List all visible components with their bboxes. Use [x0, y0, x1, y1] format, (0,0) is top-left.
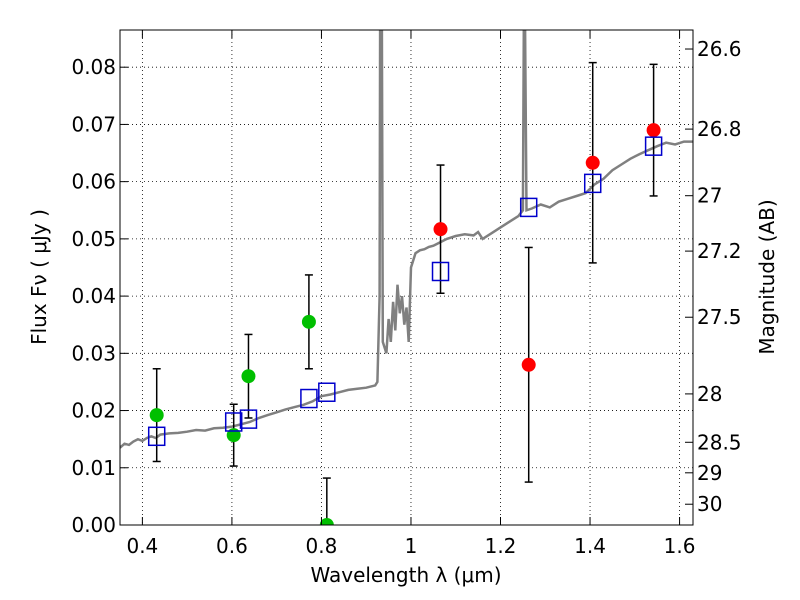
y-tick-label: 0.08: [71, 55, 116, 79]
y-tick-label: 0.02: [71, 399, 116, 423]
plot-series: [120, 30, 693, 525]
series-2: [433, 61, 661, 483]
model-flux-square: [318, 382, 336, 402]
model-flux-square: [583, 173, 602, 194]
model-flux-square: [224, 412, 243, 432]
photometry-point: [433, 222, 448, 237]
photometry-point: [319, 518, 334, 525]
mag-tick-label: 26.6: [697, 37, 742, 61]
grid-lines: [120, 30, 693, 526]
y-tick-label: 0.07: [71, 112, 116, 136]
mag-tick-label: 27.2: [697, 239, 742, 263]
model-spectrum-line: [120, 30, 693, 449]
photometry-point: [241, 369, 256, 384]
model-flux-square: [147, 426, 166, 447]
photometry-point: [149, 408, 164, 423]
series-3: [147, 136, 663, 447]
mag-tick-label: 30: [697, 492, 722, 516]
y-tick-label: 0.05: [71, 227, 116, 251]
series-0: [120, 30, 693, 449]
series-1: [149, 274, 334, 525]
photometry-point: [585, 155, 600, 170]
x-tick-label: 1.4: [574, 534, 606, 558]
y-axis-right-title: Magnitude (AB): [755, 199, 779, 354]
y-tick-label: 0.04: [71, 284, 116, 308]
plot-frame: [119, 29, 694, 526]
x-tick-label: 1: [405, 534, 418, 558]
mag-tick-label: 26.8: [697, 117, 742, 141]
model-flux-square: [300, 388, 318, 409]
x-axis-title: Wavelength λ (μm): [310, 563, 501, 587]
y-axis-title: Flux Fν ( μJy ): [27, 209, 51, 345]
model-flux-square: [431, 261, 450, 282]
x-tick-label: 0.4: [126, 534, 158, 558]
x-tick-label: 1.2: [485, 534, 517, 558]
x-tick-label: 0.8: [306, 534, 338, 558]
y-tick-label: 0.03: [71, 341, 116, 365]
model-flux-square: [644, 136, 663, 156]
y-tick-label: 0.06: [71, 170, 116, 194]
photometry-point: [521, 357, 536, 372]
model-flux-square: [239, 409, 258, 429]
mag-tick-label: 28.5: [697, 430, 742, 454]
x-tick-label: 0.6: [216, 534, 248, 558]
mag-tick-label: 29: [697, 461, 722, 485]
y-tick-label: 0.01: [71, 456, 116, 480]
x-tick-label: 1.6: [664, 534, 696, 558]
model-flux-square: [519, 197, 538, 218]
y-tick-label: 0.00: [71, 513, 116, 537]
mag-tick-label: 28: [697, 382, 722, 406]
axes: 0.4 0.6 0.8 1 1.2 1.4 1.6 0.00 0.01 0.02 0.03 0.04 0…: [71, 30, 742, 558]
mag-tick-label: 27.5: [697, 305, 742, 329]
photometry-point: [646, 123, 661, 138]
mag-tick-label: 27: [697, 184, 722, 208]
photometry-point: [301, 314, 316, 329]
